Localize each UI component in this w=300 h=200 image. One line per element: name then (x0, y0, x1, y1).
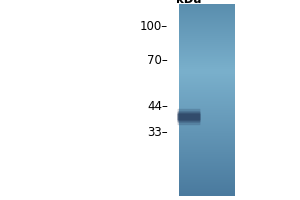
FancyBboxPatch shape (178, 113, 200, 121)
Text: 70–: 70– (147, 53, 168, 66)
FancyBboxPatch shape (178, 111, 200, 123)
FancyBboxPatch shape (178, 109, 200, 125)
Text: 33–: 33– (147, 126, 168, 138)
Text: 44–: 44– (147, 99, 168, 112)
Text: kDa: kDa (176, 0, 202, 6)
Text: 100–: 100– (140, 20, 168, 32)
